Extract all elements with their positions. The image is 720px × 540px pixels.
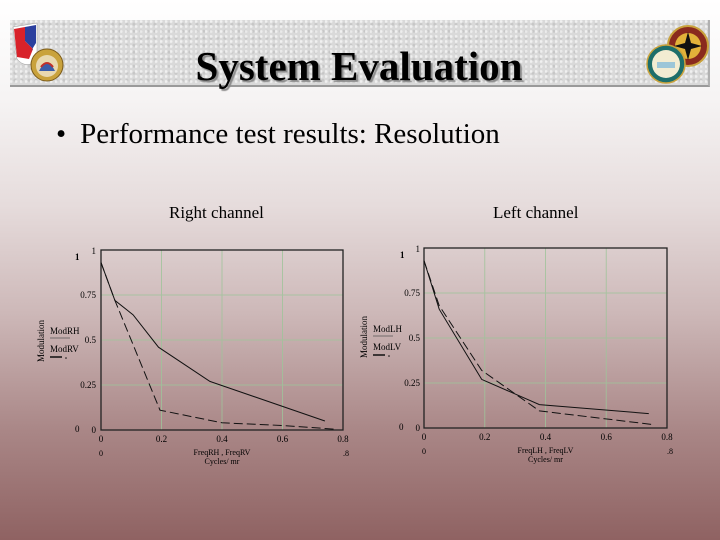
- bullet-point: • Performance test results: Resolution: [56, 118, 500, 151]
- army-shield-logo-icon: [12, 22, 64, 82]
- x-axis-units: Cycles/ mr: [205, 457, 240, 466]
- bullet-marker: •: [56, 118, 67, 150]
- grid-lines: [424, 248, 667, 428]
- y-tick: 0.25: [80, 380, 96, 390]
- slide-title: System Evaluation: [195, 43, 523, 89]
- x-tick: 0.2: [479, 432, 490, 442]
- x-tick: 0.6: [601, 432, 613, 442]
- y-range-max: 1: [75, 252, 80, 262]
- y-tick: 0.5: [409, 333, 421, 343]
- y-axis-title: Modulation: [36, 320, 46, 362]
- x-axis-title: FreqRH , FreqRV: [194, 448, 251, 457]
- command-seal-logo-icon: [646, 25, 709, 84]
- x-tick: 0.6: [277, 434, 289, 444]
- x-tick: 0: [99, 434, 104, 444]
- y-tick: 0: [92, 425, 97, 435]
- right-channel-label: Right channel: [169, 203, 264, 222]
- series-modlh-line: [423, 260, 649, 415]
- y-tick: 0.75: [80, 290, 96, 300]
- grid-lines: [101, 250, 343, 430]
- x-tick: 0.8: [337, 434, 349, 444]
- y-range-min: 0: [75, 424, 80, 434]
- x-range-max: .8: [343, 449, 349, 458]
- bullet-text: Performance test results: Resolution: [80, 118, 500, 150]
- y-tick: 0.25: [404, 378, 420, 388]
- y-axis-title: Modulation: [359, 316, 369, 358]
- y-tick: 0.5: [85, 335, 97, 345]
- y-range-max: 1: [400, 250, 405, 260]
- x-range-max: .8: [667, 447, 673, 456]
- left-channel-label: Left channel: [493, 203, 579, 222]
- y-range-min: 0: [399, 422, 404, 432]
- x-tick: 0.2: [156, 434, 167, 444]
- x-tick: 0.4: [540, 432, 552, 442]
- left-channel-chart: 1 0 0 0.25 0.5 0.75 1 Modulation ModLH M…: [359, 244, 673, 464]
- y-tick: 1: [92, 246, 97, 256]
- legend-label-solid: ModLH: [373, 324, 403, 334]
- series-modrh-line: [100, 262, 326, 422]
- x-axis-units: Cycles/ mr: [528, 455, 563, 464]
- y-tick: 0.75: [404, 288, 420, 298]
- plot-frame: [423, 247, 668, 429]
- legend-label-dashed: ModRV: [50, 344, 79, 354]
- x-axis-title: FreqLH , FreqLV: [518, 446, 574, 455]
- right-channel-chart: 1 0 0 0.25 0.5 0.75 1 Modulation ModRH M…: [36, 246, 349, 466]
- title-banner: System Evaluation: [10, 20, 710, 89]
- x-tick: 0: [422, 432, 427, 442]
- x-tick: 0.8: [661, 432, 673, 442]
- y-tick: 0: [416, 423, 421, 433]
- x-range-min: 0: [99, 449, 103, 458]
- series-modlv-line: [423, 260, 652, 425]
- legend-label-dashed: ModLV: [373, 342, 402, 352]
- x-tick: 0.4: [216, 434, 228, 444]
- y-tick: 1: [416, 244, 421, 254]
- x-range-min: 0: [422, 447, 426, 456]
- legend-label-solid: ModRH: [50, 326, 80, 336]
- plot-frame: [100, 249, 344, 431]
- series-modrv-line: [100, 262, 334, 430]
